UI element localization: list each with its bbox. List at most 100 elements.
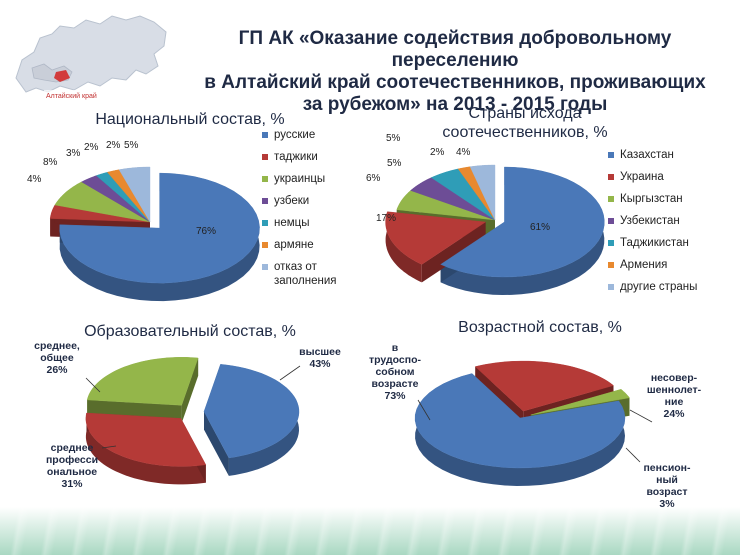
legend-swatch xyxy=(262,242,268,248)
data-label: 61% xyxy=(530,222,551,233)
legend-label: другие страны xyxy=(620,281,698,293)
data-label: среднее професси ональное 31% xyxy=(45,442,99,490)
data-label: 3% xyxy=(66,148,81,159)
pie-slice-армяне xyxy=(106,169,151,223)
chart1-title: Национальный состав, % xyxy=(95,111,285,128)
legend-label: Армения xyxy=(620,259,668,271)
chart1-legend: русские таджики украинцы узбеки немцы армяне о… xyxy=(262,128,352,296)
legend-item: Кыргызстан xyxy=(608,192,728,206)
pie-slice-узбеки xyxy=(81,175,151,223)
legend-label: Кыргызстан xyxy=(620,193,683,205)
data-label: несовер- шеннолет- ние 24% xyxy=(646,372,702,420)
legend-item: отказ от заполнения xyxy=(262,260,352,288)
legend-label: Казахстан xyxy=(620,149,674,161)
data-label: высшее 43% xyxy=(299,346,341,370)
data-label: 6% xyxy=(366,173,381,184)
pie-slice-в-трудоспособном-возрасте xyxy=(414,373,626,469)
pie-slice-side xyxy=(385,211,422,283)
chart2-title: Страны исхода соотечественников, % xyxy=(442,105,608,141)
chart4-title: Возрастной состав, % xyxy=(458,319,622,336)
pie-slice-среднее-профессиональное xyxy=(85,412,207,467)
legend-item: Узбекистан xyxy=(608,214,728,228)
legend-swatch xyxy=(608,284,614,290)
data-label: среднее, общее 26% xyxy=(34,340,80,376)
pie-slice-edge xyxy=(181,358,199,424)
legend-item: узбеки xyxy=(262,194,352,208)
legend-swatch xyxy=(262,132,268,138)
legend-item: Таджикистан xyxy=(608,236,728,250)
pie-slice-пенсионный-возраст xyxy=(530,389,630,416)
data-label: 4% xyxy=(27,174,42,185)
pie-slice-немцы xyxy=(96,171,151,223)
data-label: 2% xyxy=(106,140,121,151)
pie-slice-edge xyxy=(203,411,229,476)
pie-slice-узбекистан xyxy=(410,177,496,221)
legend-label: таджики xyxy=(274,151,318,163)
pie-slice-другие-страны xyxy=(469,164,496,221)
legend-swatch xyxy=(608,262,614,268)
data-label: 2% xyxy=(430,147,445,158)
legend-label: Украина xyxy=(620,171,664,183)
legend-label: Узбекистан xyxy=(620,215,680,227)
pie-slice-таджики xyxy=(50,204,151,223)
data-label: 5% xyxy=(124,140,139,151)
legend-item: армяне xyxy=(262,238,352,252)
legend-item: Украина xyxy=(608,170,728,184)
data-label: в трудоспо- собном возрасте 73% xyxy=(368,342,422,402)
legend-swatch xyxy=(262,220,268,226)
legend-item: Казахстан xyxy=(608,148,728,162)
pie-slice-русские xyxy=(59,172,260,284)
legend-label: украинцы xyxy=(274,173,326,185)
legend-item: немцы xyxy=(262,216,352,230)
page-title: ГП АК «Оказание содействия добровольному… xyxy=(204,28,706,115)
legend-item: Армения xyxy=(608,258,728,272)
pie-slice-кыргызстан xyxy=(396,190,496,221)
russia-map-icon: Алтайский край xyxy=(15,15,167,100)
pie-slice-украинцы xyxy=(54,181,151,223)
data-label: 5% xyxy=(387,158,402,169)
legend-label: отказ от заполнения xyxy=(274,261,337,287)
pie-slice-side xyxy=(85,413,206,485)
legend-swatch xyxy=(608,174,614,180)
chart3-title: Образовательный состав, % xyxy=(84,323,296,340)
legend-swatch xyxy=(262,176,268,182)
pie-slice-side xyxy=(440,167,605,295)
chart2-legend: Казахстан Украина Кыргызстан Узбекистан Тадж… xyxy=(608,148,728,302)
pie-slice-украина xyxy=(385,211,487,265)
legend-swatch xyxy=(262,154,268,160)
pie-slice-высшее xyxy=(203,364,300,459)
legend-swatch xyxy=(608,196,614,202)
legend-label: русские xyxy=(274,129,316,141)
pie-slice-таджикистан xyxy=(430,168,496,221)
legend-label: армяне xyxy=(274,239,314,251)
data-label: 4% xyxy=(456,147,471,158)
footer-band xyxy=(0,507,740,555)
data-label: 17% xyxy=(376,213,397,224)
legend-swatch xyxy=(608,240,614,246)
map-label: Алтайский край xyxy=(46,92,97,100)
pie-slice-несовершеннолетние xyxy=(474,360,614,412)
legend-label: Таджикистан xyxy=(620,237,689,249)
legend-swatch xyxy=(262,264,268,270)
legend-swatch xyxy=(608,218,614,224)
data-label: 2% xyxy=(84,142,99,153)
legend-item: таджики xyxy=(262,150,352,164)
pie-slice-армения xyxy=(457,166,496,221)
legend-swatch xyxy=(262,198,268,204)
pie-slice-отказ-от-заполнения xyxy=(118,166,151,223)
legend-swatch xyxy=(608,152,614,158)
pie-slice-казахстан xyxy=(440,166,605,278)
data-label: пенсион- ный возраст 3% xyxy=(643,462,691,510)
legend-item: другие страны xyxy=(608,280,728,294)
legend-item: украинцы xyxy=(262,172,352,186)
footer-decoration xyxy=(0,507,740,555)
legend-item: русские xyxy=(262,128,352,142)
data-label: 5% xyxy=(386,133,401,144)
legend-label: узбеки xyxy=(274,195,310,207)
legend-label: немцы xyxy=(274,217,310,229)
data-label: 76% xyxy=(196,226,217,237)
